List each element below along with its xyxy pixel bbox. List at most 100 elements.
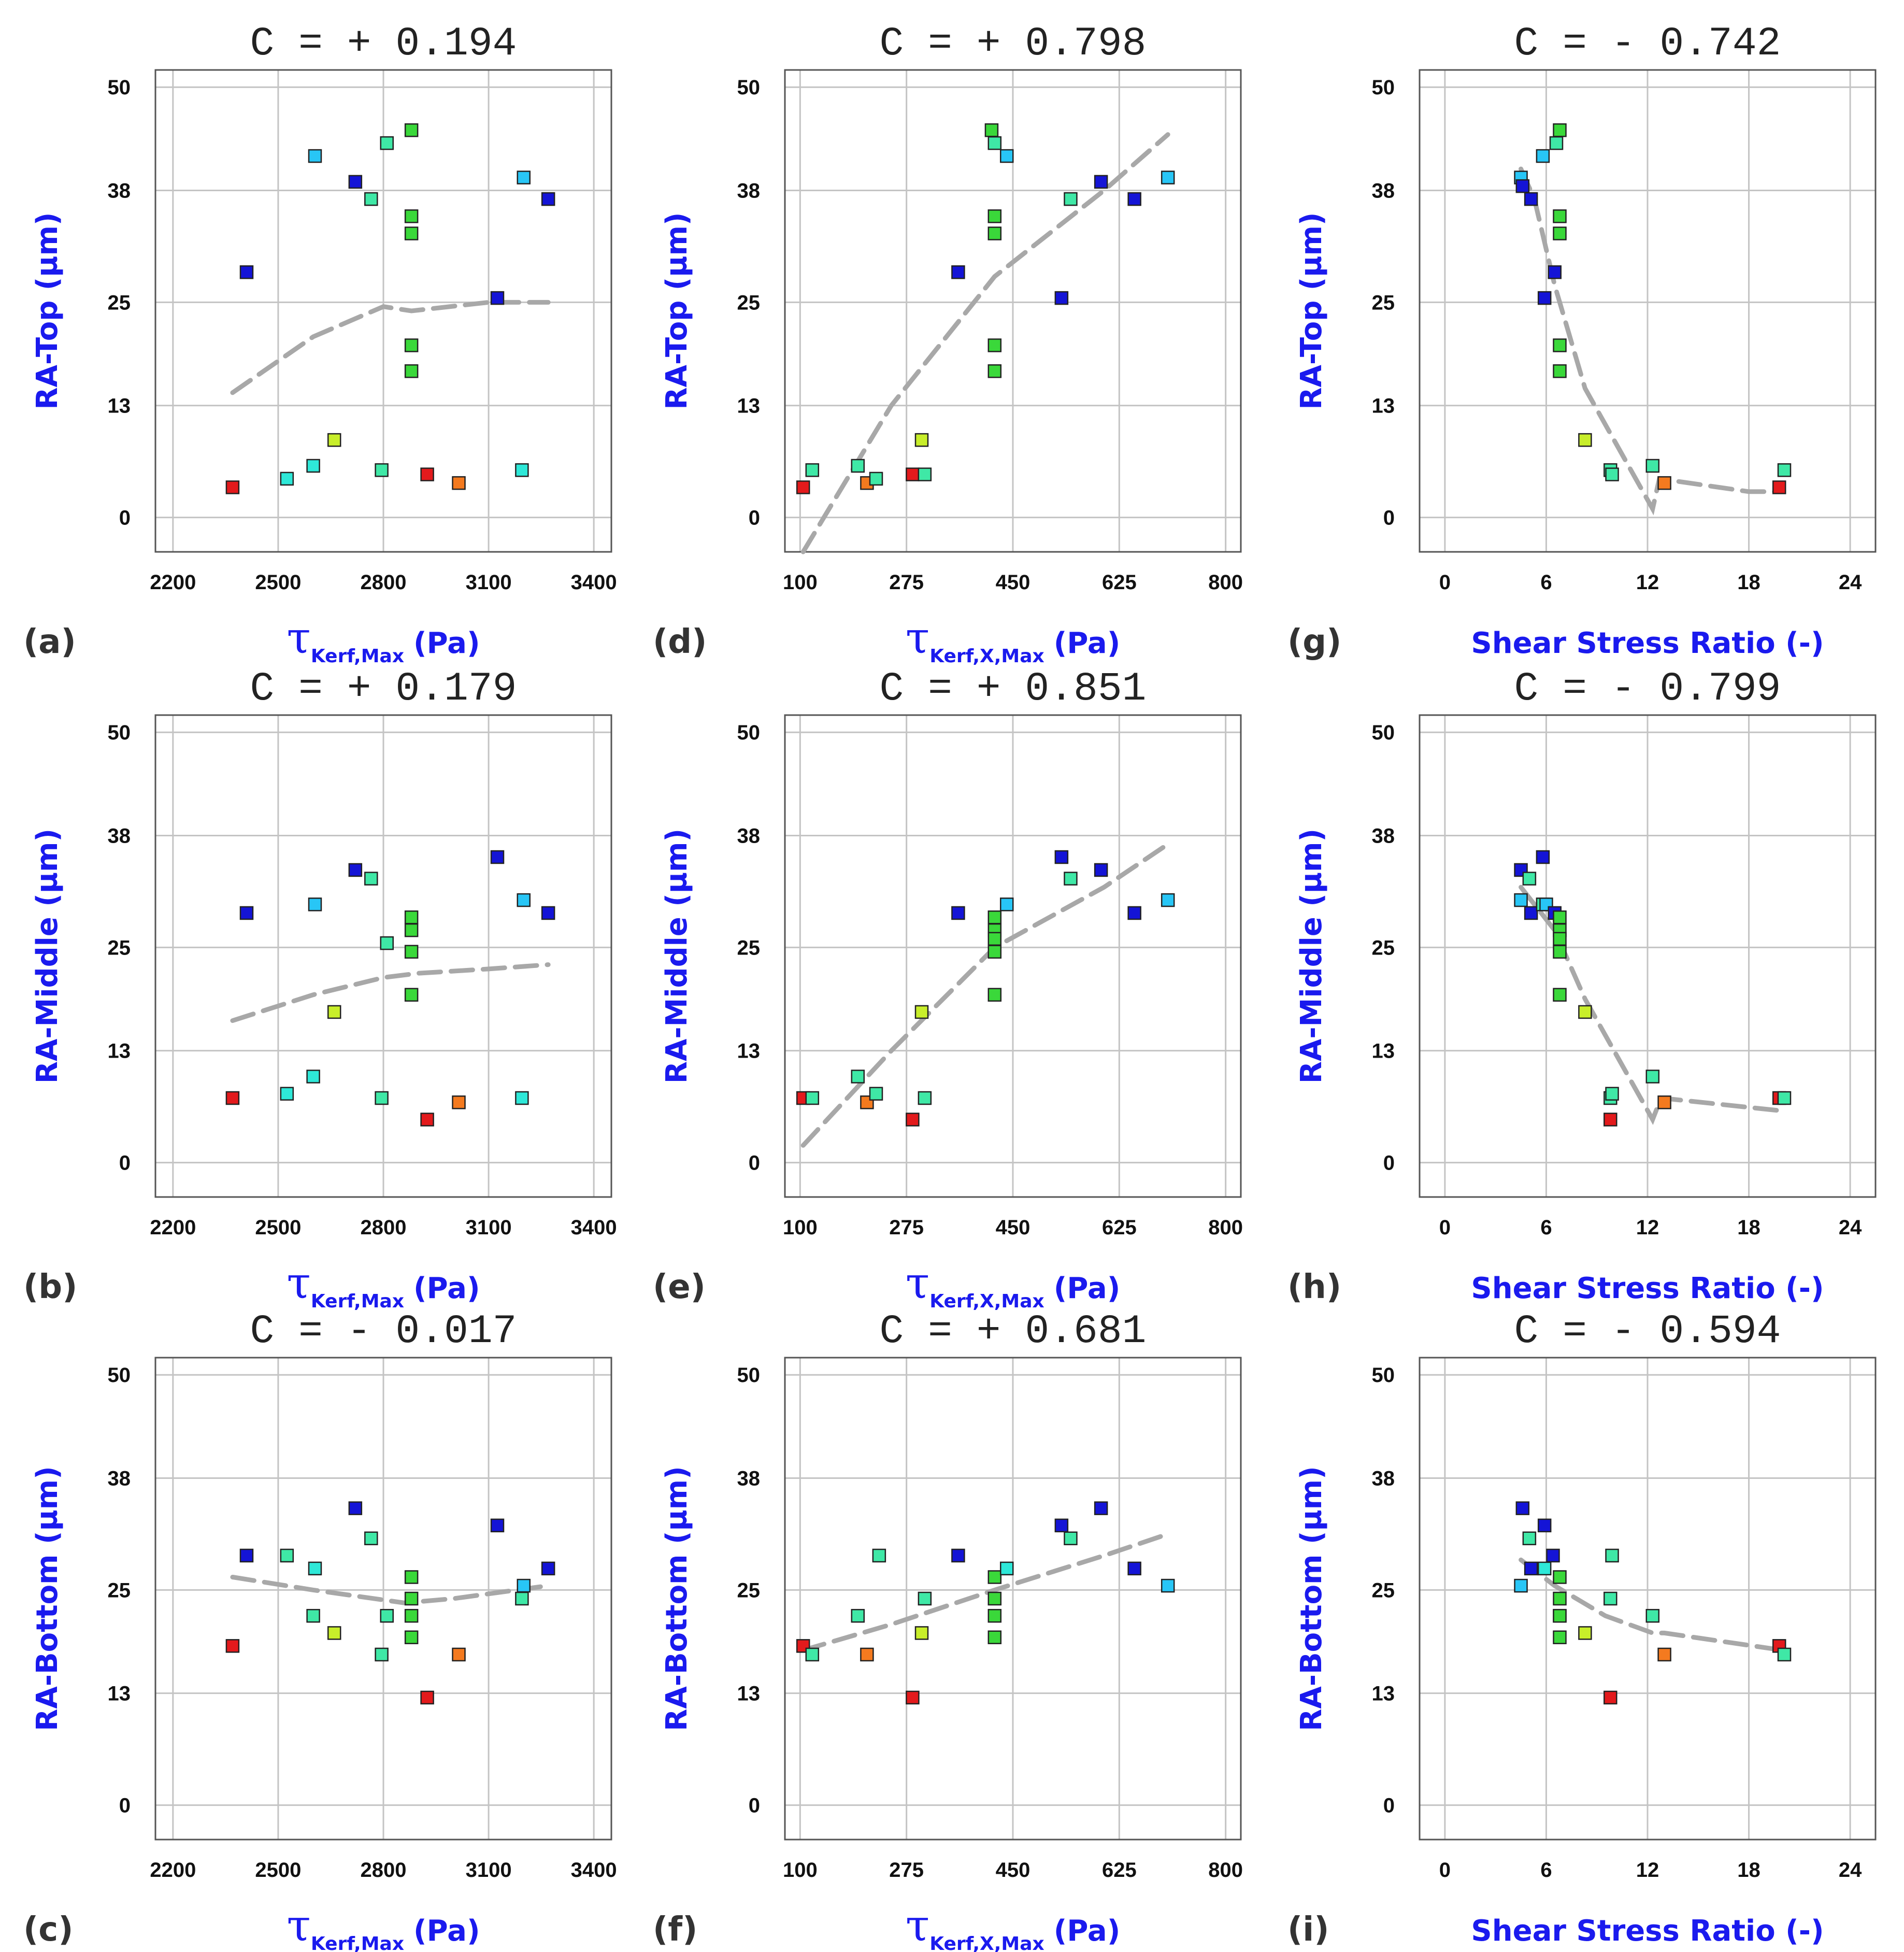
data-point: [1514, 893, 1528, 907]
data-point: [239, 1548, 254, 1563]
y-tick-label: 50: [737, 76, 761, 99]
data-point: [306, 459, 320, 473]
x-tick-label: 3100: [466, 1859, 512, 1882]
x-tick-label: 800: [1208, 1216, 1243, 1239]
x-tick-label: 2800: [361, 1859, 407, 1882]
data-point: [1578, 1005, 1592, 1019]
data-point: [1515, 179, 1530, 193]
y-tick-label: 13: [108, 395, 131, 418]
data-point: [851, 1608, 865, 1623]
panel-title: C = - 0.742: [1514, 21, 1781, 67]
data-point: [541, 1561, 555, 1576]
data-point: [1772, 480, 1786, 494]
y-tick-label: 50: [737, 1364, 761, 1387]
panel-label: (e): [653, 1268, 706, 1306]
data-point: [1553, 209, 1567, 223]
x-tick-label: 0: [1439, 1859, 1451, 1882]
panel-label: (a): [23, 623, 76, 661]
x-tick-label: 6: [1540, 571, 1552, 594]
y-axis-label: RA-Top (µm): [31, 212, 64, 409]
data-point: [872, 1548, 886, 1563]
data-point: [1064, 1531, 1078, 1545]
data-point: [225, 1091, 240, 1105]
x-axis-label: τKerf,X,Max (Pa): [906, 1258, 1121, 1312]
x-tick-label: 3100: [466, 571, 512, 594]
y-tick-label: 13: [108, 1683, 131, 1705]
x-tick-label: 18: [1737, 1216, 1760, 1239]
y-tick-label: 25: [108, 936, 131, 959]
data-point: [1605, 1087, 1619, 1101]
data-point: [375, 1647, 389, 1662]
x-axis-label: τKerf,Max (Pa): [287, 1258, 480, 1312]
x-label-unit: (Pa): [413, 626, 480, 660]
data-point: [327, 433, 341, 447]
panel-title: C = + 0.681: [880, 1309, 1147, 1355]
tau-symbol: τ: [906, 612, 929, 663]
y-tick-label: 13: [737, 395, 761, 418]
data-point: [951, 906, 965, 920]
y-axis-label: RA-Bottom (µm): [1295, 1466, 1328, 1731]
data-point: [239, 265, 254, 279]
data-point: [1515, 1501, 1530, 1515]
data-point: [1553, 932, 1567, 946]
x-tick-label: 100: [783, 1216, 818, 1239]
data-point: [1127, 1561, 1141, 1576]
data-point: [308, 1561, 322, 1576]
data-point: [987, 988, 1002, 1002]
data-point: [1000, 149, 1014, 163]
trend-line: [1519, 1557, 1785, 1653]
data-point: [348, 863, 363, 877]
tau-symbol: τ: [287, 1900, 310, 1951]
data-point: [987, 945, 1002, 959]
x-axis-label: τKerf,X,Max (Pa): [906, 612, 1121, 667]
data-point: [404, 123, 419, 137]
data-point: [490, 291, 505, 305]
x-label-subscript: Kerf,Max: [311, 1291, 404, 1312]
data-point: [1553, 123, 1567, 137]
x-tick-label: 24: [1839, 571, 1862, 594]
data-point: [918, 1591, 932, 1606]
data-point: [1514, 1578, 1528, 1593]
plot-border: [1419, 1357, 1877, 1841]
x-label-subscript: Kerf,X,Max: [929, 646, 1044, 667]
x-tick-label: 625: [1102, 1216, 1137, 1239]
x-tick-label: 12: [1636, 1859, 1659, 1882]
y-tick-label: 50: [108, 1364, 131, 1387]
tau-symbol: τ: [906, 1258, 929, 1308]
data-point: [805, 463, 820, 477]
y-tick-label: 50: [108, 76, 131, 99]
plot-border: [154, 1357, 612, 1841]
tau-symbol: τ: [906, 1900, 929, 1951]
data-point: [1604, 1113, 1617, 1127]
x-tick-label: 3100: [466, 1216, 512, 1239]
x-axis-label: Shear Stress Ratio (-): [1471, 1272, 1824, 1305]
data-point: [987, 1608, 1002, 1623]
data-point: [420, 467, 434, 481]
plot-border: [1419, 69, 1877, 553]
data-point: [906, 467, 920, 481]
tau-symbol: τ: [287, 1258, 310, 1308]
y-tick-label: 25: [1372, 1579, 1395, 1602]
panel-label: (h): [1287, 1268, 1341, 1306]
data-point: [1127, 906, 1141, 920]
x-tick-label: 3400: [571, 571, 617, 594]
data-point: [1054, 291, 1069, 305]
data-point: [1605, 1548, 1619, 1563]
x-tick-label: 0: [1439, 571, 1451, 594]
data-point: [517, 893, 531, 907]
trend-line: [230, 962, 551, 1023]
data-point: [348, 1501, 363, 1515]
data-point: [420, 1690, 434, 1705]
data-point: [918, 1091, 932, 1105]
data-point: [951, 1548, 965, 1563]
plot-border: [154, 714, 612, 1198]
data-point: [1645, 459, 1660, 473]
plot-border: [784, 714, 1242, 1198]
panel-c: 2200 2500 2800 3100 3400 0 13 25 38 50 C = - 0.017…: [23, 1309, 617, 1952]
panel-title: C = + 0.179: [250, 666, 517, 712]
data-point: [987, 364, 1002, 378]
data-point: [1064, 192, 1078, 206]
x-tick-label: 275: [889, 1216, 924, 1239]
x-label-unit: (Pa): [1054, 1914, 1121, 1948]
data-point: [1546, 1548, 1560, 1563]
